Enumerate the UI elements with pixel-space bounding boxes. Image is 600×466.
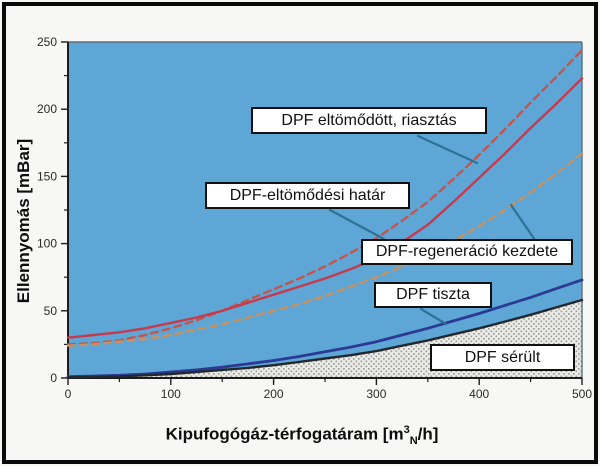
label-box-dpf-regeneration-start: DPF-regeneráció kezdete	[361, 239, 573, 265]
svg-text:100: 100	[161, 387, 181, 401]
y-axis-title: Ellennyomás [mBar]	[14, 138, 33, 304]
svg-text:0: 0	[50, 371, 57, 385]
label-box-dpf-clogged-alarm: DPF eltömődött, riasztás	[251, 107, 487, 134]
svg-text:250: 250	[37, 35, 57, 49]
x-axis-title-text: Kipufogógáz-térfogatáram [m	[165, 424, 404, 444]
svg-text:100: 100	[37, 237, 57, 251]
x-axis-title-subscript: N	[409, 435, 418, 448]
svg-text:300: 300	[366, 387, 386, 401]
x-axis-title: Kipufogógáz-térfogatáram [m3N/h]	[166, 424, 439, 447]
label-box-dpf-clogging-limit: DPF-eltömődési határ	[205, 182, 410, 209]
label-box-dpf-damaged: DPF sérült	[430, 344, 575, 371]
svg-text:200: 200	[37, 102, 57, 116]
svg-text:200: 200	[264, 387, 284, 401]
label-box-dpf-clean: DPF tiszta	[374, 282, 492, 308]
svg-text:150: 150	[37, 169, 57, 183]
svg-text:500: 500	[572, 387, 592, 401]
svg-text:50: 50	[44, 304, 58, 318]
svg-text:400: 400	[469, 387, 489, 401]
x-axis-title-superscript: 3	[403, 424, 410, 436]
svg-text:0: 0	[65, 387, 72, 401]
x-axis-title-unit: /h]	[417, 424, 439, 444]
